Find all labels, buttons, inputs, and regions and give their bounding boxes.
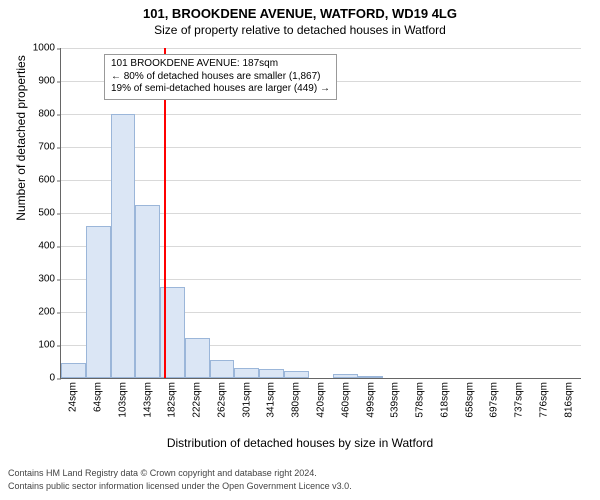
x-tick-label: 24sqm [68, 378, 79, 412]
histogram-bar [61, 363, 86, 378]
y-tick-label: 700 [38, 142, 61, 153]
histogram-bar [234, 368, 259, 378]
x-tick-label: 301sqm [241, 378, 252, 418]
x-tick-label: 64sqm [93, 378, 104, 412]
x-tick-label: 776sqm [538, 378, 549, 418]
x-tick-label: 341sqm [266, 378, 277, 418]
x-axis-label: Distribution of detached houses by size … [0, 436, 600, 450]
x-tick-label: 262sqm [216, 378, 227, 418]
histogram-bar [185, 338, 210, 378]
x-tick-label: 578sqm [415, 378, 426, 418]
y-tick-label: 300 [38, 274, 61, 285]
gridline [61, 48, 581, 49]
page-subtitle: Size of property relative to detached ho… [0, 23, 600, 37]
y-tick-label: 0 [49, 373, 61, 384]
footnote-1: Contains HM Land Registry data © Crown c… [8, 468, 317, 478]
plot-area: 0100200300400500600700800900100024sqm64s… [60, 48, 581, 379]
x-tick-label: 143sqm [142, 378, 153, 418]
y-axis-label: Number of detached properties [14, 0, 28, 303]
y-tick-label: 100 [38, 340, 61, 351]
x-tick-label: 380sqm [291, 378, 302, 418]
histogram-bar [284, 371, 309, 378]
y-tick-label: 200 [38, 307, 61, 318]
y-tick-label: 800 [38, 109, 61, 120]
y-tick-label: 600 [38, 175, 61, 186]
histogram-bar [135, 205, 160, 378]
histogram-bar [86, 226, 111, 378]
gridline [61, 114, 581, 115]
y-tick-label: 400 [38, 241, 61, 252]
y-tick-label: 900 [38, 76, 61, 87]
x-tick-label: 182sqm [167, 378, 178, 418]
x-tick-label: 539sqm [390, 378, 401, 418]
page-title: 101, BROOKDENE AVENUE, WATFORD, WD19 4LG [0, 6, 600, 21]
histogram-bar [111, 114, 136, 378]
x-tick-label: 222sqm [192, 378, 203, 418]
x-tick-label: 658sqm [464, 378, 475, 418]
x-tick-label: 618sqm [439, 378, 450, 418]
y-tick-label: 500 [38, 208, 61, 219]
x-tick-label: 460sqm [340, 378, 351, 418]
x-tick-label: 816sqm [563, 378, 574, 418]
chart-container: 101, BROOKDENE AVENUE, WATFORD, WD19 4LG… [0, 0, 600, 500]
annotation-line-1: 101 BROOKDENE AVENUE: 187sqm [111, 58, 330, 71]
gridline [61, 180, 581, 181]
histogram-bar [259, 369, 284, 378]
gridline [61, 147, 581, 148]
x-tick-label: 420sqm [316, 378, 327, 418]
y-tick-label: 1000 [33, 43, 61, 54]
histogram-bar [210, 360, 235, 378]
annotation-line-3: 19% of semi-detached houses are larger (… [111, 83, 330, 96]
x-tick-label: 103sqm [117, 378, 128, 418]
annotation-box: 101 BROOKDENE AVENUE: 187sqm ← 80% of de… [104, 54, 337, 100]
x-tick-label: 697sqm [489, 378, 500, 418]
annotation-line-2: ← 80% of detached houses are smaller (1,… [111, 71, 330, 84]
x-tick-label: 737sqm [514, 378, 525, 418]
footnote-2: Contains public sector information licen… [8, 481, 352, 491]
x-tick-label: 499sqm [365, 378, 376, 418]
